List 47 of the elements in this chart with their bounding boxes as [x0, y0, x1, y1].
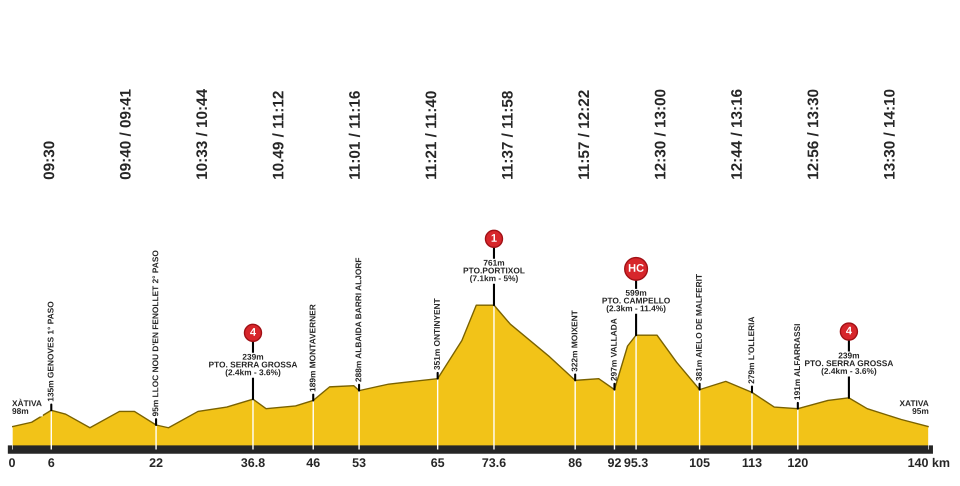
x-tick-label: 105	[690, 458, 710, 468]
annotation: 191m ALFARRASSI	[794, 324, 800, 400]
x-tick-label: 140 km	[908, 458, 950, 468]
x-tick-label: 73.6	[482, 458, 506, 468]
text: 11:21 / 11:40	[425, 91, 436, 179]
annotation: 239m PTO. SERRA GROSSA (2.4km - 3.6%)	[209, 354, 298, 377]
text: 11:57 / 12:22	[578, 90, 590, 179]
annotation: 239m PTO. SERRA GROSSA (2.4km - 3.6%)	[805, 352, 894, 376]
annotation: 4	[846, 326, 852, 334]
x-tick-label: 86	[568, 458, 582, 468]
annotation: 95m LLOC NOU D'EN FENOLLET 2° PASO	[152, 250, 158, 416]
text: 11:01 / 11:16	[348, 91, 360, 179]
x-tick-label: 53	[352, 458, 366, 468]
x-tick-label: 65	[431, 458, 444, 468]
annotation: 297m VALLADA	[610, 318, 617, 381]
annotation: 189m MONTAVERNER	[310, 304, 316, 392]
annotation: XÀTIVA 98m	[12, 398, 42, 414]
x-tick-label: 120	[788, 458, 808, 468]
annotation: 288m ALBAIDA BARRI ALJORF	[355, 258, 362, 382]
annotation: XATIVA 95m	[900, 400, 929, 414]
text: 11:37 / 11:58	[501, 91, 513, 179]
text: 12:44 / 13:16	[730, 89, 742, 179]
x-tick-label: 22	[150, 458, 163, 467]
x-tick-label: 0	[9, 458, 15, 468]
annotation: 599m PTO. CAMPELLO (2.3km - 11.4%)	[602, 290, 670, 313]
text: 12:30 / 13:00	[654, 90, 666, 179]
annotation: 761m PTO.PORTIXOL (7.1km - 5%)	[464, 260, 525, 283]
text: 12:56 / 13:30	[807, 90, 818, 179]
annotation: 1	[492, 234, 497, 242]
annotation: HC	[628, 264, 644, 272]
text: 09:30	[43, 141, 54, 180]
annotation: 135m GENOVES 1° PASO	[48, 302, 54, 402]
annotation: 279m L'OLLERIA	[748, 316, 754, 384]
text: 10.49 / 11:12	[272, 91, 284, 179]
annotation: 322m MOIXENT	[572, 310, 578, 372]
annotation: 351m ONTINYENT	[434, 298, 440, 370]
text: 10:33 / 10:44	[196, 89, 208, 179]
text: 13:30 / 14:10	[883, 90, 895, 179]
x-tick-label: 46	[306, 458, 320, 468]
annotation: 4	[250, 328, 256, 336]
x-tick-label: 36.8	[241, 458, 265, 468]
x-tick-label: 6	[48, 458, 54, 468]
text: 09:40 / 09:41	[119, 89, 131, 180]
annotation: 381m AIELO DE MALFERIT	[696, 274, 702, 381]
x-tick-label: 113	[742, 458, 762, 468]
x-tick-label: 92	[608, 458, 621, 468]
x-tick-label: 95.3	[624, 458, 648, 468]
